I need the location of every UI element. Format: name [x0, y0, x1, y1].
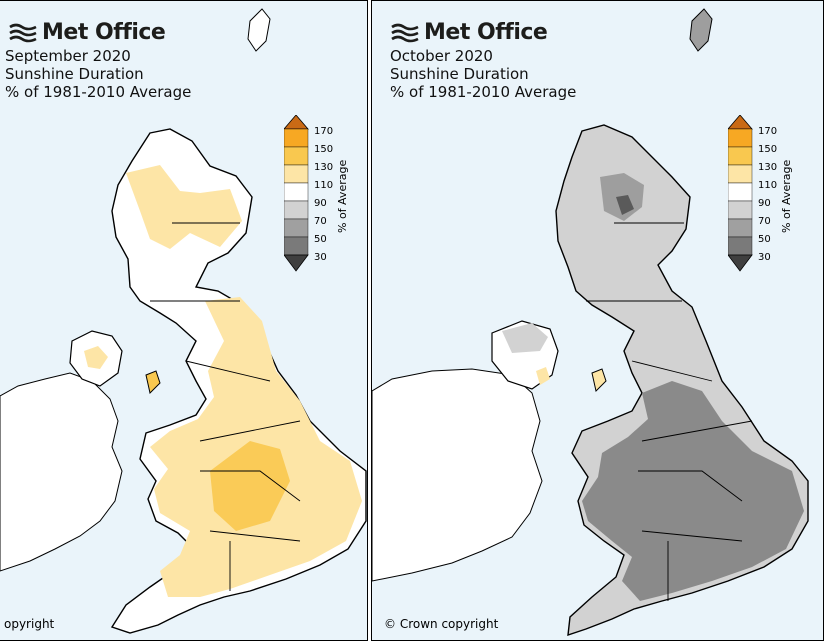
legend-tick: 70 — [314, 216, 327, 227]
shetland — [247, 8, 271, 52]
ni-sunny-patch — [84, 346, 108, 369]
legend-tick: 130 — [758, 162, 778, 173]
legend-tick: 130 — [314, 162, 334, 173]
legend-label: % of Average — [780, 159, 793, 233]
legend-label: % of Average — [336, 159, 349, 233]
met-office-logo-icon — [9, 23, 37, 42]
met-office-logo: Met Office — [390, 20, 548, 45]
color-scale-bar — [727, 114, 753, 272]
legend-tick: 170 — [758, 126, 778, 137]
ireland-landmass — [372, 368, 543, 582]
legend-tick: 30 — [314, 252, 327, 263]
copyright-text: © Crown copyright — [384, 617, 499, 631]
legend-october: 170 150 130 110 90 70 50 30 % of Average — [727, 114, 823, 277]
legend-september: 170 150 130 110 90 70 50 30 % of Average — [283, 114, 367, 277]
uk-map-september — [0, 8, 367, 634]
map-titles-september: September 2020 Sunshine Duration % of 19… — [5, 47, 191, 101]
map-subtitle: Sunshine Duration — [5, 65, 144, 83]
legend-tick: 30 — [758, 252, 771, 263]
met-office-logo: Met Office — [8, 20, 166, 45]
legend-tick: 170 — [314, 126, 334, 137]
september-very-sunny-region — [210, 441, 290, 531]
october-dull-region — [582, 381, 804, 601]
map-caption: % of 1981-2010 Average — [390, 83, 577, 101]
region-boundaries — [150, 222, 301, 591]
legend-tick: 70 — [758, 216, 771, 227]
legend-tick: 50 — [758, 234, 771, 245]
color-scale-bar — [283, 114, 309, 272]
region-boundaries — [586, 222, 753, 601]
isle-of-man — [145, 370, 161, 394]
map-title: October 2020 — [390, 47, 493, 65]
legend-tick: 150 — [758, 144, 778, 155]
ni-grey-patch — [502, 323, 548, 353]
map-panel-september: Met Office September 2020 Sunshine Durat… — [0, 0, 368, 641]
map-panel-october: Met Office October 2020 Sunshine Duratio… — [371, 0, 824, 641]
ni-sunny-dot — [536, 367, 550, 385]
legend-tick: 50 — [314, 234, 327, 245]
map-title: September 2020 — [5, 47, 131, 65]
uk-map-october — [372, 8, 809, 637]
legend-tick: 110 — [758, 180, 778, 191]
met-office-logo-icon — [391, 23, 419, 42]
ireland-landmass — [0, 372, 123, 572]
brand-name: Met Office — [42, 20, 166, 45]
isle-of-man — [591, 368, 607, 392]
legend-tick: 110 — [314, 180, 334, 191]
map-titles-october: October 2020 Sunshine Duration % of 1981… — [390, 47, 576, 101]
september-scotland-patch — [126, 165, 242, 249]
copyright-text: opyright — [4, 617, 55, 631]
brand-name: Met Office — [424, 20, 548, 45]
october-dark-spot — [616, 195, 634, 215]
legend-tick: 150 — [314, 144, 334, 155]
shetland — [689, 8, 713, 52]
legend-tick: 90 — [314, 198, 327, 209]
map-caption: % of 1981-2010 Average — [5, 83, 192, 101]
legend-tick: 90 — [758, 198, 771, 209]
map-subtitle: Sunshine Duration — [390, 65, 529, 83]
